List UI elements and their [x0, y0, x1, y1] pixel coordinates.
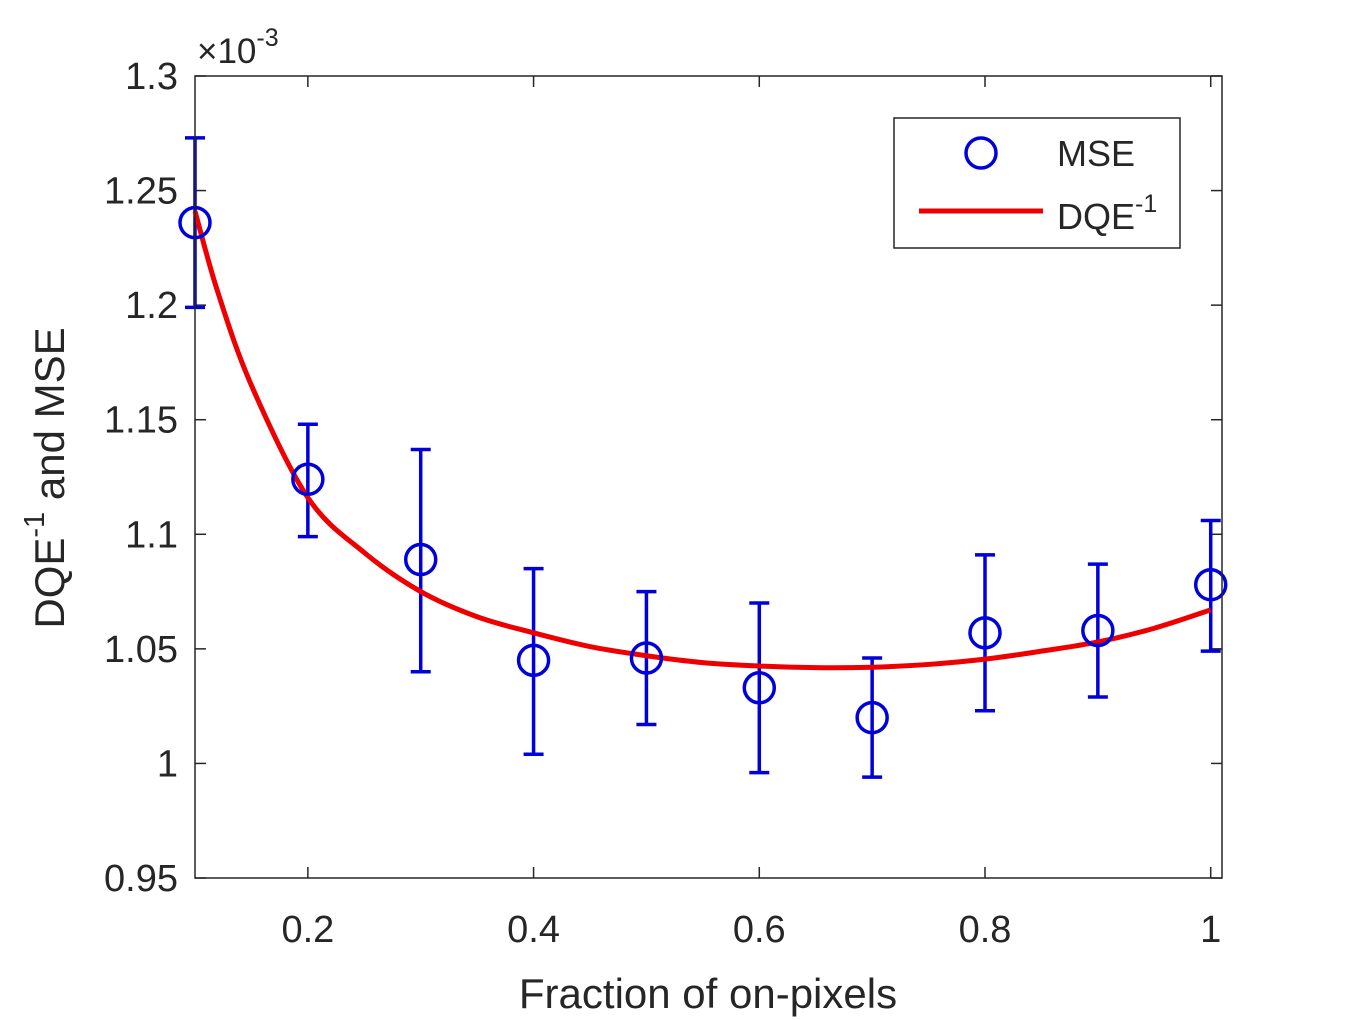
- y-axis-label-main: DQE: [26, 538, 73, 629]
- axis-exponent: ×10-3: [197, 24, 279, 71]
- plot-frame: [194, 75, 1223, 879]
- axis-exponent-prefix: ×10: [197, 32, 256, 71]
- mse-marker: [1193, 567, 1228, 602]
- legend-box: [893, 117, 1181, 249]
- y-tick-label: 1.25: [104, 171, 178, 213]
- y-tick-label: 1.3: [125, 56, 178, 98]
- mse-marker: [516, 643, 551, 678]
- x-tick-label: 0.4: [507, 909, 560, 951]
- x-tick-label: 1: [1200, 909, 1221, 951]
- data-layer: [178, 136, 1228, 779]
- x-tick-label: 0.8: [959, 909, 1012, 951]
- legend-mse-label: MSE: [1057, 133, 1135, 174]
- mse-marker: [855, 700, 889, 735]
- tick-labels-layer: 0.2 0.4 0.6 0.8 1 0.95 1 1.05 1.1 1.15 1.2 1.25 1.3: [104, 56, 1221, 951]
- y-tick-label: 1.2: [125, 285, 178, 327]
- dqe-inverse-curve: [192, 210, 1212, 671]
- mse-marker: [1081, 613, 1115, 648]
- y-tick-label: 1.05: [104, 629, 178, 671]
- y-tick-label: 1.15: [104, 400, 178, 442]
- mse-marker: [742, 671, 777, 705]
- x-tick-label: 0.6: [733, 909, 786, 951]
- mse-marker: [291, 462, 325, 497]
- legend-mse-marker: [964, 136, 998, 170]
- x-tick-label: 0.2: [281, 909, 334, 951]
- mse-marker: [968, 616, 1002, 650]
- y-tick-label: 1: [157, 743, 178, 785]
- y-axis-label-sup: -1: [19, 512, 51, 538]
- y-tick-label: 1.1: [125, 514, 178, 556]
- y-axis-label-rest: and MSE: [26, 327, 73, 511]
- legend-dqe-label-main: DQE: [1057, 196, 1135, 237]
- mse-marker: [629, 641, 664, 675]
- y-tick-label: 0.95: [104, 858, 178, 900]
- legend-dqe-label: DQE-1: [1057, 190, 1157, 237]
- axis-exponent-power: -3: [256, 24, 278, 52]
- legend: MSE DQE-1: [893, 117, 1181, 249]
- mse-marker: [403, 542, 438, 577]
- y-axis-label: DQE-1 and MSE: [19, 327, 73, 628]
- legend-dqe-label-sup: -1: [1135, 190, 1157, 218]
- x-axis-label: Fraction of on-pixels: [519, 970, 897, 1017]
